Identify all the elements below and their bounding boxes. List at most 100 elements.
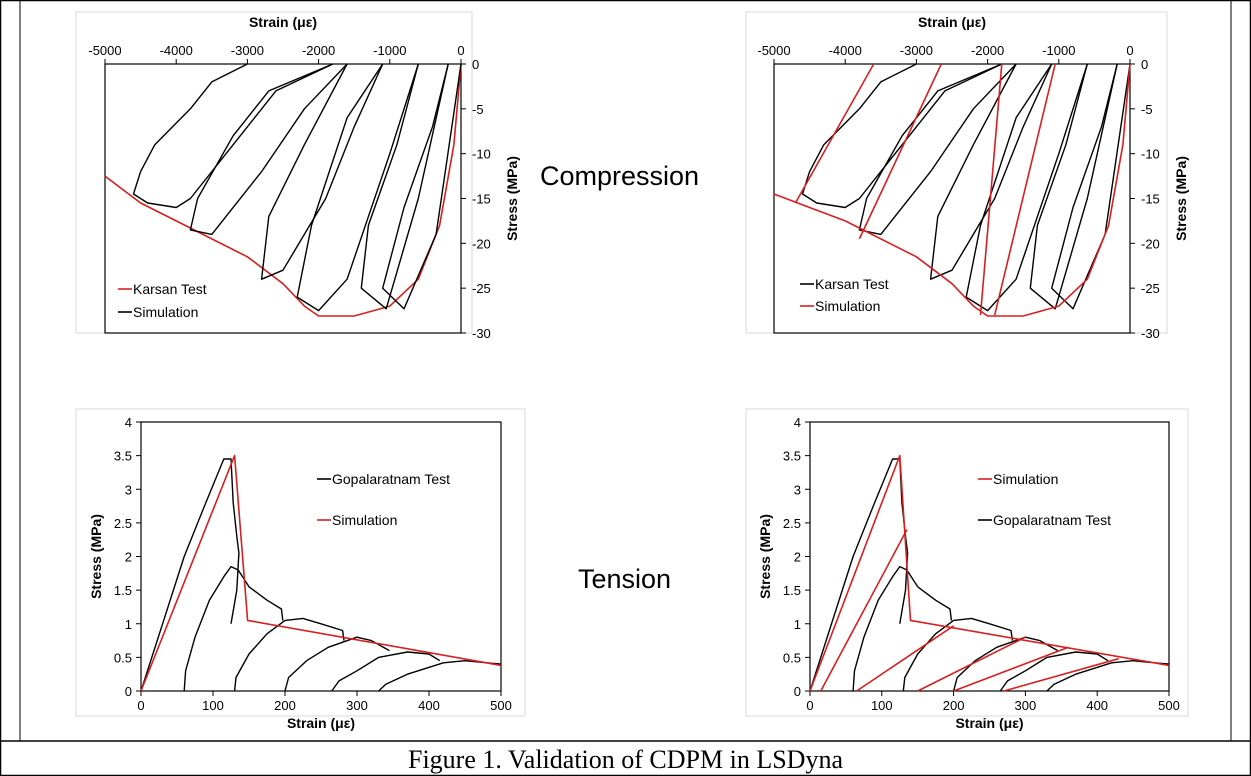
legend-label: Simulation — [993, 471, 1058, 487]
x-tick-label: 500 — [490, 698, 512, 713]
x-tick-label: 300 — [1015, 698, 1037, 713]
y-tick-label: 0.5 — [114, 650, 132, 665]
x-tick-label: -4000 — [829, 43, 862, 58]
series-line — [1003, 657, 1119, 692]
series-line — [979, 63, 1003, 316]
x-axis-label: Strain (με) — [249, 14, 317, 30]
x-tick-label: 0 — [137, 698, 144, 713]
series-line — [132, 63, 334, 209]
series-line — [820, 529, 908, 692]
y-tick-label: 3.5 — [783, 449, 801, 464]
series-line — [858, 63, 1017, 236]
series-line — [965, 63, 1088, 312]
y-tick-label: 0 — [1141, 57, 1148, 72]
x-tick-label: 300 — [346, 698, 368, 713]
y-tick-label: -25 — [472, 281, 491, 296]
series-line — [183, 565, 284, 692]
series-line — [952, 636, 1059, 692]
x-tick-label: 100 — [871, 698, 893, 713]
chart-tension-left: 0 100 200 300 400 500 0 0.5 1 1.5 2 2.5 3 3.5 4 Strain … — [75, 408, 526, 731]
y-tick-label: 1 — [794, 617, 801, 632]
x-axis-label: Strain (με) — [955, 715, 1023, 731]
y-tick-label: 4 — [794, 415, 801, 430]
series-line — [189, 63, 348, 236]
y-tick-label: -10 — [472, 147, 491, 162]
y-tick-label: 3 — [794, 482, 801, 497]
series-line — [852, 565, 953, 692]
series-line — [809, 454, 1170, 692]
figure-caption: Figure 1. Validation of CDPM in LSDyna — [407, 745, 844, 774]
y-tick-label: 3 — [125, 482, 132, 497]
x-tick-label: -3000 — [900, 43, 933, 58]
series-line — [801, 63, 1003, 209]
x-tick-label: -4000 — [160, 43, 193, 58]
y-tick-label: 1.5 — [114, 583, 132, 598]
y-tick-label: -20 — [1141, 236, 1160, 251]
y-tick-label: -25 — [1141, 281, 1160, 296]
x-axis-label: Strain (με) — [287, 715, 355, 731]
chart-area — [745, 408, 1189, 717]
series-line — [953, 646, 1069, 692]
y-tick-label: -10 — [1141, 147, 1160, 162]
y-tick-label: -30 — [472, 326, 491, 341]
y-tick-label: -15 — [472, 192, 491, 207]
series-line — [260, 63, 384, 280]
series-line — [856, 625, 955, 692]
x-tick-label: -2000 — [971, 43, 1004, 58]
series-line — [917, 636, 1026, 692]
y-tick-label: 3.5 — [114, 449, 132, 464]
chart-compression-left: -5000 -4000 -3000 -2000 -1000 00 -5 -10 -15 -20 -2… — [75, 11, 520, 341]
chart-tension-right: 0 100 200 300 400 500 0 0.5 1 1.5 2 2.5 3 3.5 4 Strain … — [745, 408, 1189, 731]
x-tick-label: -5000 — [757, 43, 790, 58]
x-tick-label: -2000 — [302, 43, 335, 58]
y-axis-label: Stress (MPa) — [88, 514, 104, 599]
series-line — [331, 651, 441, 692]
y-tick-label: 2.5 — [114, 516, 132, 531]
y-axis-label: Stress (MPa) — [1173, 156, 1189, 241]
legend-label: Karsan Test — [133, 281, 207, 297]
series-line — [858, 63, 943, 240]
x-tick-label: 500 — [1158, 698, 1180, 713]
y-tick-label: 0 — [472, 57, 479, 72]
tension-label: Tension — [578, 564, 672, 594]
x-tick-label: 0 — [1126, 43, 1133, 58]
y-tick-label: 2.5 — [783, 516, 801, 531]
y-tick-label: 0 — [125, 684, 132, 699]
y-tick-label: 2 — [794, 550, 801, 565]
series-line — [999, 651, 1109, 692]
x-tick-label: 200 — [274, 698, 296, 713]
x-tick-label: -5000 — [88, 43, 121, 58]
legend-label: Karsan Test — [815, 276, 889, 292]
y-axis-label: Stress (MPa) — [757, 514, 773, 599]
legend-label: Gopalaratnam Test — [332, 471, 450, 487]
series-line — [284, 636, 390, 692]
series-line — [794, 63, 875, 204]
legend-label: Simulation — [332, 512, 397, 528]
chart-area — [745, 11, 1168, 334]
series-line — [382, 63, 462, 310]
series-line — [993, 63, 1056, 316]
chart-area — [75, 11, 473, 334]
series-line — [233, 617, 345, 692]
y-tick-label: 4 — [125, 415, 132, 430]
y-tick-label: 1.5 — [783, 583, 801, 598]
series-line — [1029, 63, 1118, 310]
y-axis-label: Stress (MPa) — [504, 156, 520, 241]
series-line — [140, 458, 240, 692]
series-line — [902, 617, 1014, 692]
x-tick-label: 100 — [202, 698, 224, 713]
x-tick-label: 0 — [806, 698, 813, 713]
chart-area — [75, 408, 526, 717]
x-tick-label: 400 — [418, 698, 440, 713]
y-tick-label: 0.5 — [783, 650, 801, 665]
x-tick-label: -1000 — [1042, 43, 1075, 58]
x-tick-label: 400 — [1086, 698, 1108, 713]
legend-label: Simulation — [133, 304, 198, 320]
y-tick-label: 0 — [794, 684, 801, 699]
x-axis-label: Strain (με) — [918, 14, 986, 30]
legend-label: Simulation — [815, 298, 880, 314]
legend-label: Gopalaratnam Test — [993, 512, 1111, 528]
x-tick-label: -3000 — [231, 43, 264, 58]
x-tick-label: 200 — [943, 698, 965, 713]
series-line — [140, 454, 502, 692]
